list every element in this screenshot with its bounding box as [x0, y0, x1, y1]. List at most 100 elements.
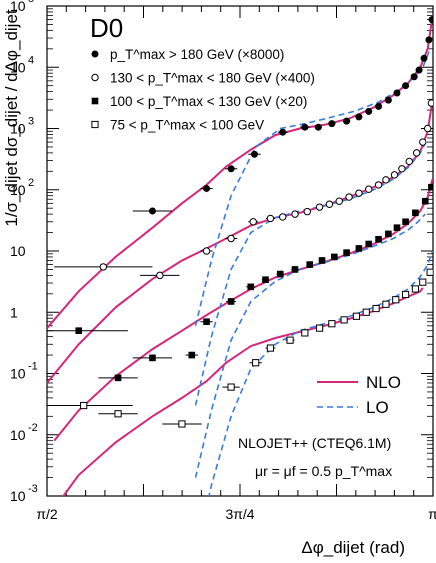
data-point-series-1 [203, 184, 211, 192]
data-point-series-2 [325, 200, 334, 208]
data-point-series-3 [227, 298, 235, 305]
y-tick-exponent: 5 [28, 0, 34, 5]
data-point-series-3 [75, 327, 83, 334]
data-point-series-2 [412, 149, 421, 157]
legend-top: p_T^max > 180 GeV (×8000) 130 < p_T^max <… [91, 47, 315, 133]
data-point-series-1 [355, 113, 363, 121]
y-tick-exponent: 2 [28, 177, 34, 189]
data-point-series-3 [291, 266, 299, 273]
data-point-series-2 [335, 197, 343, 205]
nlo-curve-1 [47, 15, 433, 329]
data-point-series-1 [343, 117, 351, 125]
data-point-series-2 [374, 181, 383, 189]
legend-marker [91, 73, 99, 82]
y-tick-exponent: -2 [28, 422, 38, 434]
data-point-series-1 [420, 54, 428, 62]
data-point-series-2 [382, 176, 390, 184]
data-point-series-1 [365, 107, 373, 115]
data-point-series-4 [315, 324, 324, 332]
data-point-series-4 [382, 300, 390, 308]
data-point-series-4 [362, 308, 370, 316]
legend-marker [91, 50, 99, 58]
data-point-series-1 [402, 82, 410, 90]
data-point-series-3 [114, 374, 122, 382]
data-point-series-2 [315, 203, 324, 211]
data-point-series-4 [252, 359, 260, 367]
y-tick-label: 10 [10, 427, 26, 443]
y-tick-label: 10 [10, 488, 26, 504]
legend-marker [91, 120, 99, 129]
y-tick-label: 10 [10, 182, 26, 198]
data-point-series-4 [301, 329, 309, 337]
data-point-series-2 [427, 99, 433, 107]
data-point-series-2 [423, 124, 432, 133]
data-point-series-4 [401, 290, 410, 299]
nlo-curve-3 [53, 178, 433, 442]
data-point-series-3 [375, 236, 382, 243]
data-point-series-1 [375, 102, 383, 110]
data-point-series-2 [419, 138, 427, 146]
data-point-series-1 [425, 36, 433, 44]
data-point-series-3 [188, 351, 196, 359]
data-point-series-1 [384, 96, 392, 104]
y-tick-exponent: 3 [28, 116, 34, 128]
data-point-series-1 [410, 73, 418, 81]
data-point-series-1 [328, 120, 336, 128]
y-tick-label: 1 [10, 304, 18, 320]
data-point-series-4 [340, 316, 348, 324]
annotation-2: μr = μf = 0.5 p_T^max [255, 463, 392, 479]
data-point-series-3 [306, 261, 314, 268]
data-point-series-2 [249, 218, 257, 226]
y-tick-label: 10 [10, 59, 26, 75]
legend-label: 75 < p_T^max < 100 GeV [110, 118, 264, 133]
data-point-series-2 [279, 213, 287, 221]
data-point-series-2 [227, 234, 235, 243]
data-point-series-4 [411, 285, 420, 293]
x-tick-label: π [428, 506, 436, 522]
data-point-series-4 [328, 320, 336, 328]
data-point-series-4 [227, 383, 235, 391]
data-point-series-3 [331, 253, 338, 261]
data-point-series-1 [250, 150, 258, 158]
data-point-series-2 [99, 263, 108, 271]
y-axis-title: 1/σ_dijet dσ_dijet / dΔφ_dijet [2, 9, 21, 227]
data-point-series-1 [148, 207, 156, 215]
legend-label: 100 < p_T^max < 130 GeV (×20) [110, 94, 307, 109]
data-point-series-1 [393, 89, 401, 97]
data-point-series-2 [291, 210, 299, 218]
points-group [47, 16, 433, 428]
x-axis-title: Δφ_dijet (rad) [301, 538, 405, 557]
data-point-series-4 [266, 344, 275, 352]
data-point-series-2 [156, 271, 164, 280]
data-point-series-2 [390, 171, 399, 179]
data-point-series-2 [355, 189, 363, 197]
lo-curve-2 [194, 137, 429, 406]
data-point-series-1 [428, 16, 433, 24]
data-point-series-1 [301, 123, 309, 131]
nlo-curve-2 [47, 99, 433, 384]
x-tick-label: 3π/4 [225, 506, 254, 522]
data-point-series-2 [398, 165, 406, 173]
data-point-series-4 [286, 336, 294, 344]
y-tick-exponent: -1 [28, 361, 38, 373]
data-point-series-2 [202, 247, 211, 255]
data-point-series-1 [314, 123, 322, 131]
y-tick-label: 10 [10, 121, 26, 137]
data-point-series-3 [318, 257, 326, 264]
legend-bottom: NLO LO [317, 373, 401, 417]
data-point-series-4 [392, 296, 400, 304]
y-tick-label: 10 [10, 243, 26, 259]
data-point-series-3 [149, 354, 156, 362]
data-point-series-3 [402, 218, 409, 226]
legend-label: LO [366, 398, 389, 417]
data-point-series-4 [419, 278, 427, 286]
data-point-series-1 [279, 128, 287, 136]
data-point-series-3 [365, 240, 373, 248]
data-point-series-4 [426, 268, 433, 276]
y-tick-exponent: 4 [28, 54, 34, 66]
data-point-series-3 [355, 245, 363, 252]
data-point-series-3 [412, 209, 419, 217]
lo-curve-4 [208, 250, 433, 496]
